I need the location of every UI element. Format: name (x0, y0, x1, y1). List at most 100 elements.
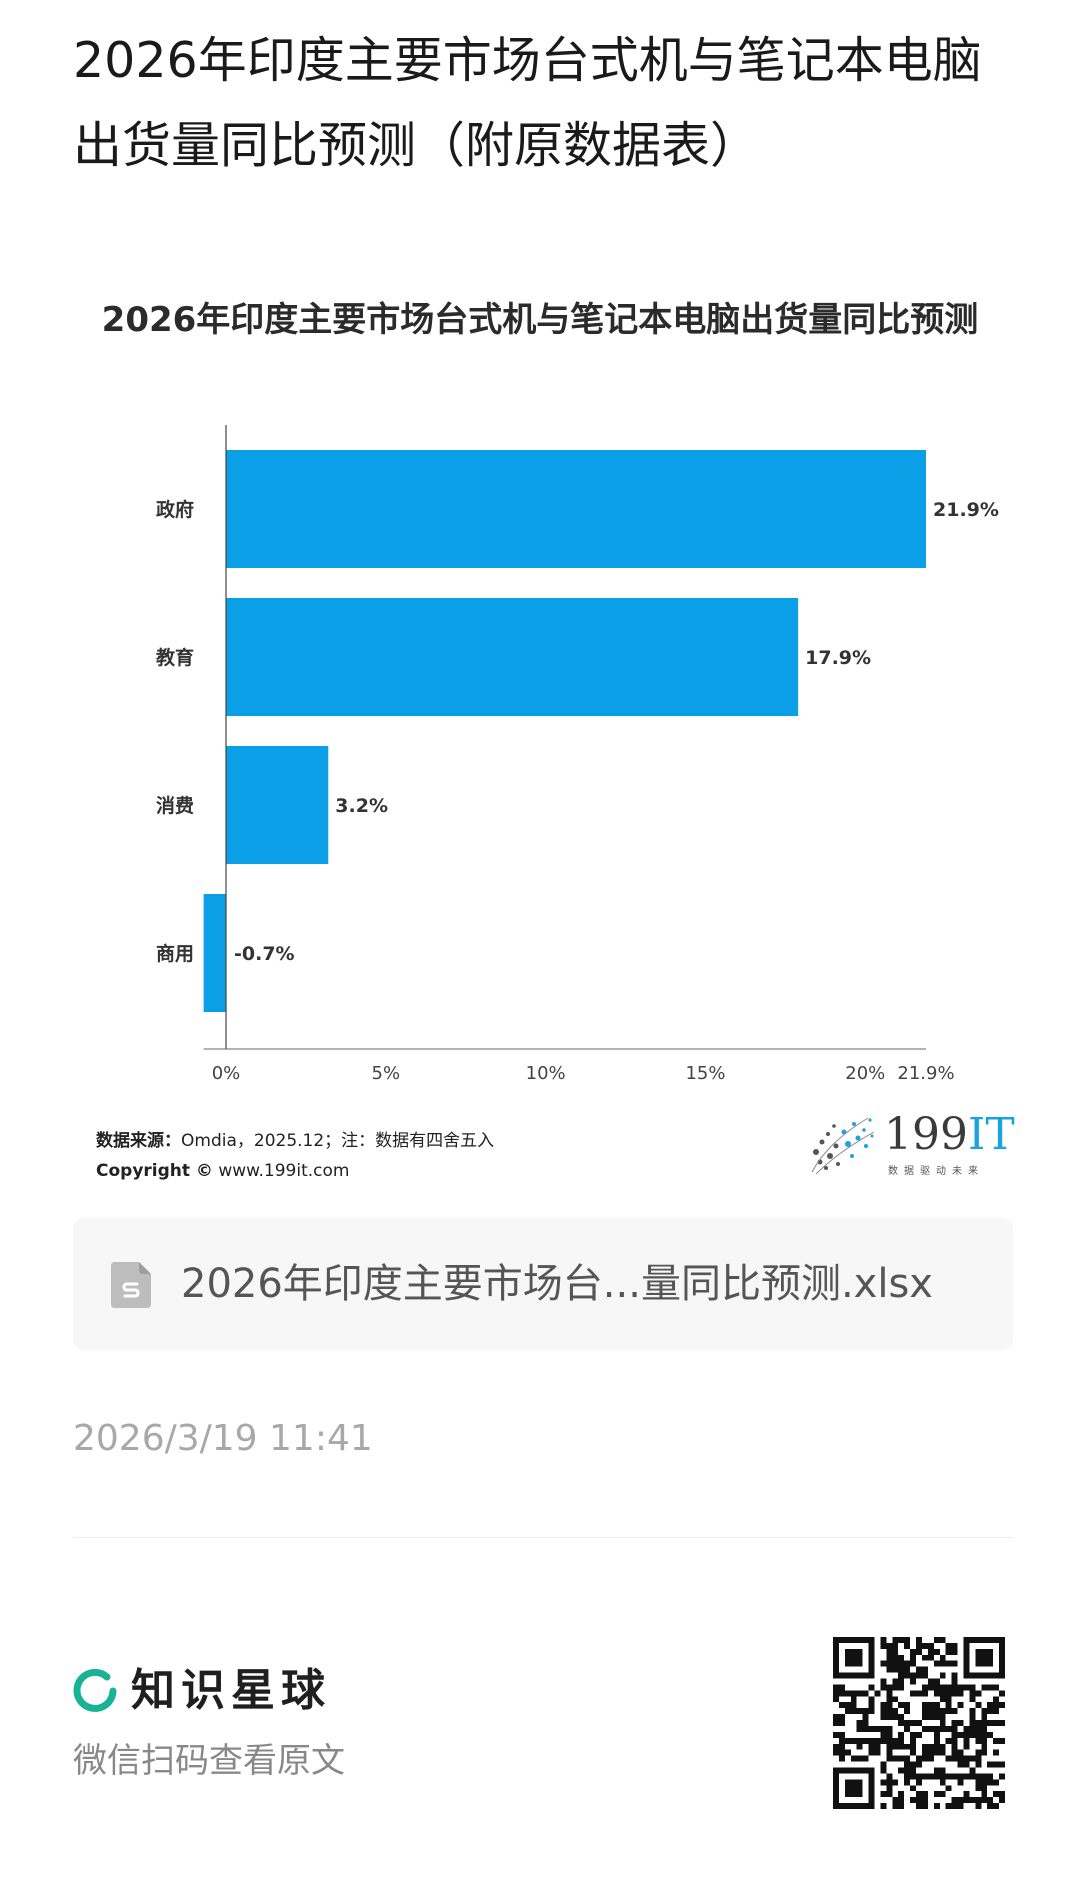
qr-module (910, 1785, 917, 1792)
qr-module (862, 1708, 869, 1715)
qr-module (886, 1737, 893, 1744)
x-tick-label-1: 5% (372, 1063, 401, 1080)
qr-module (898, 1660, 905, 1667)
qr-module (850, 1696, 857, 1703)
value-label-1: 17.9% (805, 647, 871, 669)
qr-module (892, 1642, 899, 1649)
qr-module (933, 1803, 940, 1809)
qr-module (981, 1737, 988, 1744)
qr-module (975, 1797, 982, 1804)
qr-module (904, 1779, 911, 1786)
qr-module (916, 1761, 922, 1768)
qr-module (916, 1637, 922, 1643)
qr-module (951, 1797, 958, 1804)
qr-module (898, 1743, 905, 1750)
qr-module (904, 1773, 911, 1780)
qr-module (880, 1767, 887, 1774)
qr-module (910, 1749, 917, 1756)
qr-module (844, 1749, 851, 1756)
qr-module (880, 1678, 887, 1685)
qr-module (939, 1749, 946, 1756)
qr-module (886, 1743, 893, 1750)
qr-module (927, 1749, 934, 1756)
qr-module (916, 1731, 922, 1738)
chart-footer: 数据来源：Omdia，2025.12；注：数据有四舍五入 Copyright ©… (96, 1126, 494, 1186)
article-title: 2026年印度主要市场台式机与笔记本电脑出货量同比预测（附原数据表） (73, 32, 982, 174)
value-label-0: 21.9% (933, 499, 999, 521)
qr-module (910, 1648, 917, 1655)
category-label-2: 消费 (156, 794, 194, 817)
qr-module (927, 1648, 934, 1655)
qr-module (939, 1696, 946, 1703)
qr-module (910, 1731, 917, 1738)
qr-module (838, 1755, 845, 1762)
value-label-2: 3.2% (335, 795, 388, 817)
qr-module (898, 1672, 905, 1679)
qr-module (850, 1708, 857, 1715)
qr-module (981, 1797, 988, 1804)
qr-module (910, 1773, 917, 1780)
qr-module (898, 1714, 905, 1721)
qr-code-icon[interactable] (833, 1637, 1005, 1809)
qr-module (993, 1720, 1000, 1726)
qr-module (951, 1690, 958, 1697)
qr-module (874, 1743, 881, 1750)
qr-module (957, 1803, 964, 1809)
qr-module (927, 1642, 934, 1649)
qr-module (898, 1737, 905, 1744)
qr-module (963, 1773, 970, 1780)
qr-module (892, 1648, 899, 1655)
qr-finder-top-left (868, 1637, 875, 1679)
qr-module (969, 1797, 976, 1804)
199it-slogan: 数据驱动未来 (888, 1166, 984, 1177)
qr-module (969, 1755, 976, 1762)
qr-module (898, 1678, 905, 1685)
qr-module (898, 1797, 905, 1804)
qr-module (850, 1755, 857, 1762)
qr-module (981, 1720, 988, 1726)
qr-module (957, 1797, 964, 1804)
qr-module (898, 1637, 905, 1643)
qr-module (969, 1731, 976, 1738)
qr-module (927, 1714, 934, 1721)
chart-title: 2026年印度主要市场台式机与笔记本电脑出货量同比预测 (101, 300, 979, 340)
source-line: 数据来源：Omdia，2025.12；注：数据有四舍五入 (96, 1126, 494, 1156)
qr-module (838, 1749, 845, 1756)
qr-module (862, 1755, 869, 1762)
attachment-card[interactable]: 2026年印度主要市场台...量同比预测.xlsx (73, 1218, 1013, 1350)
qr-module (833, 1743, 839, 1750)
qr-module (963, 1743, 970, 1750)
199it-logo: 199IT 数据驱动未来 (808, 1110, 1015, 1180)
qr-module (963, 1797, 970, 1804)
qr-module (999, 1690, 1005, 1697)
qr-module (856, 1755, 863, 1762)
qr-module (933, 1743, 940, 1750)
qr-module (874, 1725, 881, 1732)
qr-module (892, 1743, 899, 1750)
qr-module (951, 1642, 958, 1649)
qr-module (975, 1785, 982, 1792)
qr-module (898, 1720, 905, 1726)
qr-module (904, 1725, 911, 1732)
category-label-3: 商用 (156, 942, 194, 965)
qr-module (880, 1803, 887, 1809)
qr-module (892, 1654, 899, 1661)
qr-module (833, 1696, 839, 1703)
qr-module (880, 1779, 887, 1786)
qr-module (916, 1779, 922, 1786)
qr-module (957, 1731, 964, 1738)
divider (73, 1537, 1013, 1538)
qr-module (993, 1737, 1000, 1744)
qr-module (987, 1779, 994, 1786)
qr-module (927, 1708, 934, 1715)
qr-module (880, 1714, 887, 1721)
qr-module (981, 1779, 988, 1786)
qr-module (892, 1803, 899, 1809)
qr-module (886, 1654, 893, 1661)
qr-module (838, 1731, 845, 1738)
qr-module (927, 1684, 934, 1691)
qr-module (898, 1755, 905, 1762)
qr-module (916, 1642, 922, 1649)
qr-module (880, 1731, 887, 1738)
qr-module (838, 1684, 845, 1691)
